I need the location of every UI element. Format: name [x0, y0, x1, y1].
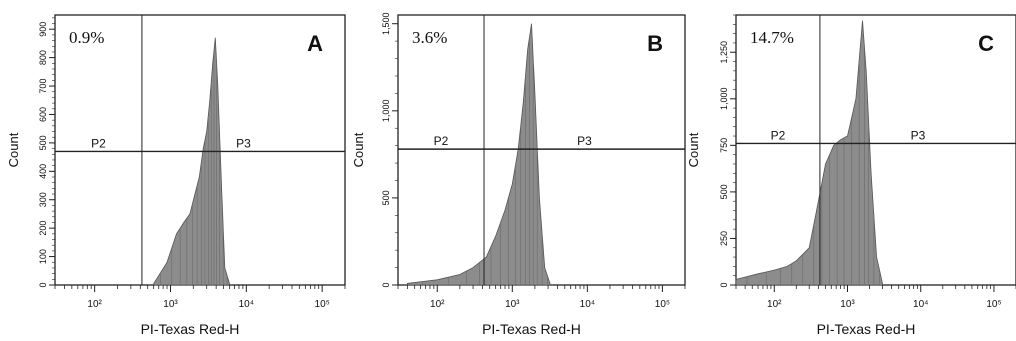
panel-c: P2 P3 14.7% C 10² 10³ 10⁴ 10⁵ 0 250 500 750 1,000 1,2…: [686, 14, 1016, 337]
x-tick-label: 10³: [505, 299, 520, 310]
x-tick-label: 10⁴: [580, 299, 595, 310]
y-tick-label: 750: [719, 138, 729, 153]
panel-b: P2 P3 3.6% B 10² 10³ 10⁴ 10⁵ 0 500 1,000 1,500 PI-Te…: [351, 12, 686, 337]
x-tick-label: 10⁵: [655, 299, 670, 310]
region-label-p2: P2: [434, 134, 449, 148]
panel-letter: A: [307, 31, 323, 56]
y-tick-label: 600: [38, 107, 48, 122]
region-label-p2: P2: [91, 136, 106, 150]
plot-frame: [735, 14, 1016, 286]
region-label-p2: P2: [771, 128, 786, 142]
x-tick-label: 10²: [767, 299, 782, 310]
x-axis-title: PI-Texas Red-H: [141, 321, 240, 337]
region-label-p3: P3: [911, 128, 926, 142]
y-tick-label: 900: [38, 22, 48, 37]
y-tick-label: 400: [38, 164, 48, 179]
y-tick-label: 100: [38, 249, 48, 264]
histogram-area: [153, 37, 230, 286]
y-tick-label: 1,000: [381, 100, 391, 123]
histogram-area: [735, 20, 883, 286]
y-axis-title: Count: [6, 132, 21, 167]
x-tick-label: 10³: [163, 299, 178, 310]
y-tick-label: 800: [38, 50, 48, 65]
y-tick-label: 700: [38, 79, 48, 94]
x-tick-label: 10⁴: [913, 299, 928, 310]
y-tick-label: 0: [719, 282, 729, 287]
region-label-p3: P3: [236, 136, 251, 150]
y-tick-label: 0: [381, 282, 391, 287]
panel-letter: B: [647, 31, 663, 56]
y-tick-label: 1,500: [381, 12, 391, 35]
x-tick-label: 10²: [430, 299, 445, 310]
y-tick-label: 250: [719, 231, 729, 246]
x-tick-label: 10²: [87, 299, 102, 310]
y-tick-label: 500: [381, 190, 391, 205]
percentage-label: 0.9%: [69, 28, 104, 47]
x-tick-label: 10³: [840, 299, 855, 310]
y-tick-label: 0: [38, 282, 48, 287]
x-tick-label: 10⁵: [315, 299, 330, 310]
x-axis-title: PI-Texas Red-H: [817, 321, 916, 337]
percentage-label: 14.7%: [750, 28, 794, 47]
y-tick-label: 200: [38, 221, 48, 236]
region-label-p3: P3: [577, 134, 592, 148]
x-axis-title: PI-Texas Red-H: [482, 321, 581, 337]
panel-letter: C: [978, 31, 994, 56]
x-tick-label: 10⁴: [239, 299, 254, 310]
panel-a: P2 P3 0.9% A 10² 10³ 10⁴ 10⁵ 0 100 200 300 400 500 600…: [6, 14, 346, 337]
percentage-label: 3.6%: [412, 28, 447, 47]
y-tick-label: 1,250: [719, 41, 729, 64]
y-tick-label: 500: [38, 135, 48, 150]
y-tick-label: 1,000: [719, 88, 729, 111]
y-axis-title: Count: [686, 132, 701, 167]
y-tick-label: 300: [38, 192, 48, 207]
y-tick-label: 500: [719, 184, 729, 199]
y-axis-title: Count: [351, 132, 366, 167]
x-tick-label: 10⁵: [986, 299, 1001, 310]
